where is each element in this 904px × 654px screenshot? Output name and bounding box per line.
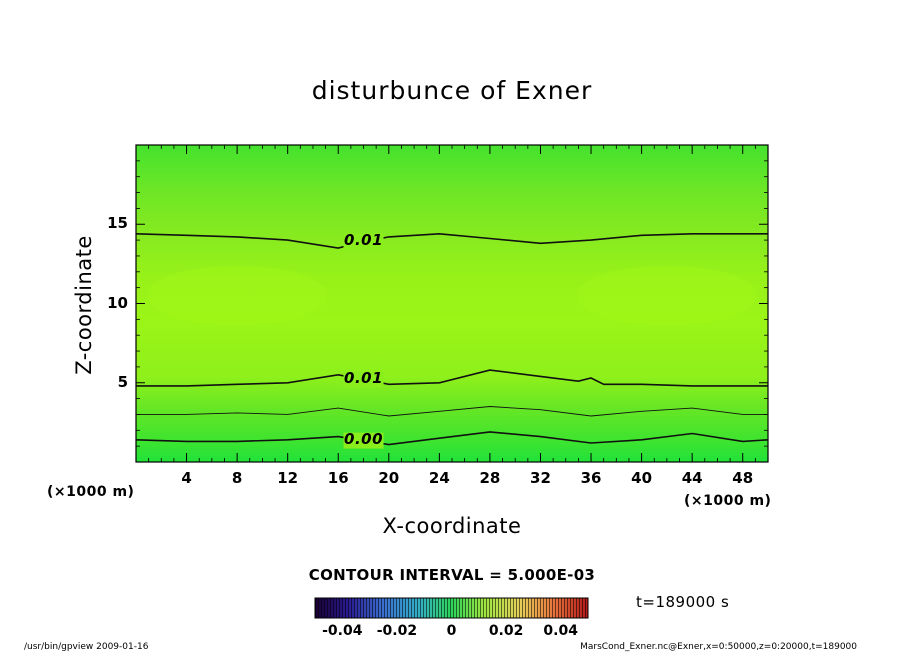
contour-label: 0.01 xyxy=(344,230,384,249)
colorbar-tick-label: -0.02 xyxy=(376,623,418,639)
contour-fill xyxy=(136,145,768,462)
plot-area xyxy=(136,145,768,462)
x-tick-label: 8 xyxy=(231,469,243,487)
x-axis-unit: (×1000 m) xyxy=(684,493,772,509)
footer-left: /usr/bin/gpview 2009-01-16 xyxy=(24,642,149,652)
x-tick-label: 40 xyxy=(631,469,653,487)
colorbar-frame xyxy=(314,597,589,619)
x-tick-label: 12 xyxy=(277,469,299,487)
x-tick-label: 36 xyxy=(580,469,602,487)
colorbar-tick-label: 0.04 xyxy=(543,623,578,639)
colorbar-tick-label: 0 xyxy=(446,623,457,639)
y-tick-label: 15 xyxy=(107,214,128,233)
x-tick-label: 16 xyxy=(327,469,349,487)
footer-right: MarsCond_Exner.nc@Exner,x=0:50000,z=0:20… xyxy=(580,642,857,652)
fill-blob xyxy=(147,265,328,326)
axes xyxy=(135,144,769,463)
x-tick-label: 28 xyxy=(479,469,501,487)
x-tick-label: 24 xyxy=(428,469,450,487)
y-axis-unit: (×1000 m) xyxy=(47,484,135,500)
chart-title: disturbunce of Exner xyxy=(311,76,593,105)
contour-label-bg xyxy=(343,432,384,449)
fill-blob xyxy=(576,265,757,326)
contour-lines xyxy=(135,232,769,449)
contour-line-1 xyxy=(136,369,768,387)
contour-line-2 xyxy=(136,406,768,417)
colorbar-stripes xyxy=(315,598,588,618)
contour-label: 0.00 xyxy=(344,429,384,448)
colorbar-tick-label: 0.02 xyxy=(488,623,524,639)
contour-line-3 xyxy=(135,431,769,446)
y-axis-label: Z-coordinate xyxy=(72,235,96,375)
contour-label: 0.01 xyxy=(344,368,384,387)
contour-interval-label: CONTOUR INTERVAL = 5.000E-03 xyxy=(308,566,596,584)
x-tick-label: 48 xyxy=(732,469,754,487)
contour-label-bg xyxy=(343,371,384,388)
time-label: t=189000 s xyxy=(636,593,730,611)
x-tick-label: 32 xyxy=(530,469,551,487)
x-tick-label: 20 xyxy=(378,469,400,487)
y-tick-label: 5 xyxy=(117,372,128,391)
colorbar xyxy=(314,597,589,619)
contour-line-0 xyxy=(135,232,768,249)
colorbar-tick-label: -0.04 xyxy=(322,623,363,639)
x-tick-label: 44 xyxy=(681,469,703,487)
x-tick-label: 4 xyxy=(181,469,192,487)
contour-label-bg xyxy=(343,233,384,250)
y-tick-label: 10 xyxy=(107,293,128,312)
x-axis-label: X-coordinate xyxy=(382,514,522,538)
